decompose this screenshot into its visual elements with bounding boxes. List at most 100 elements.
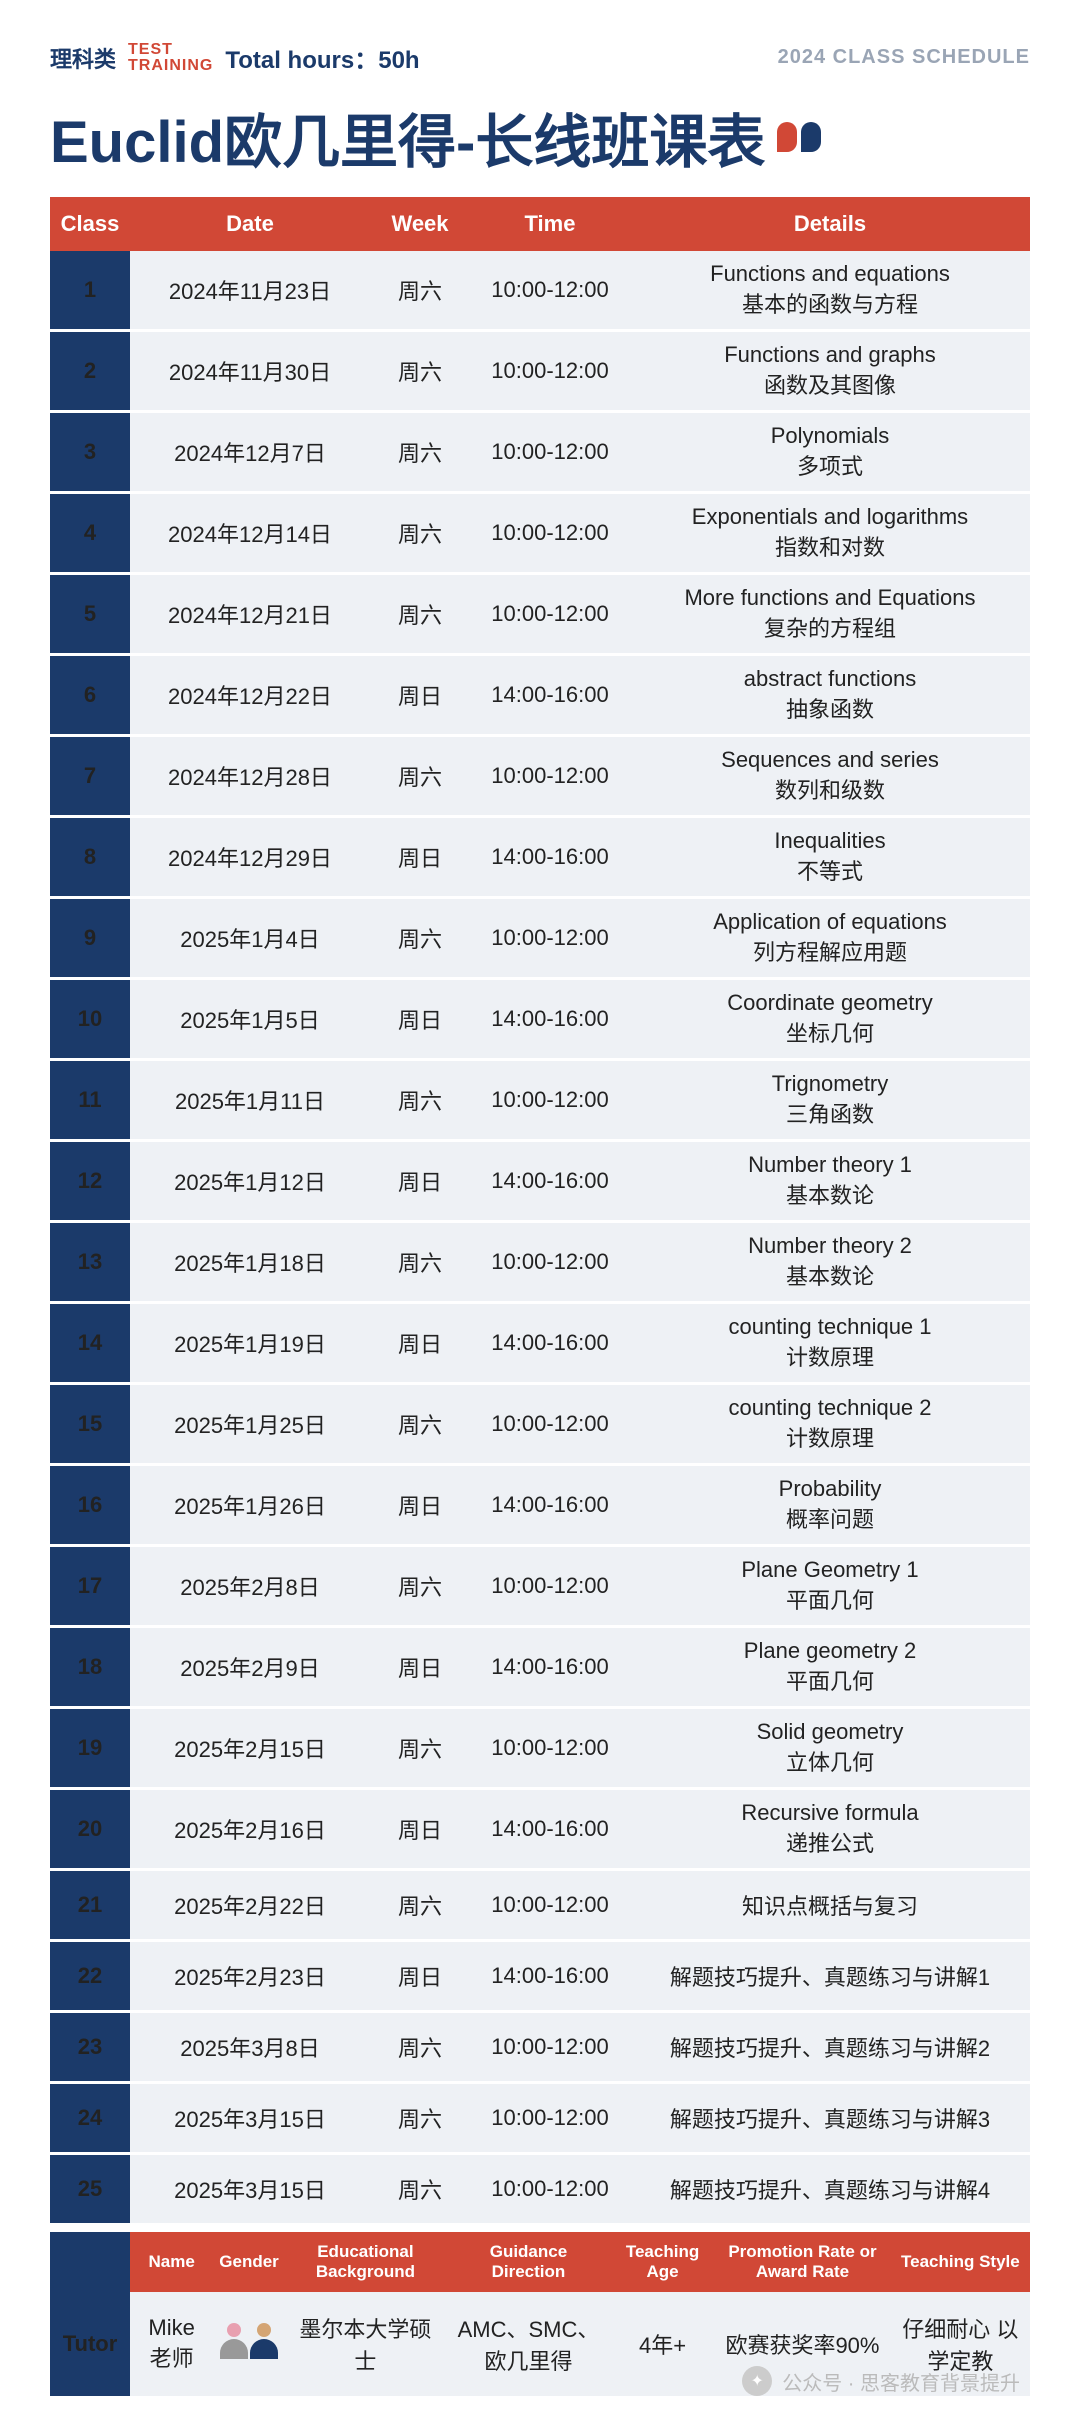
- cell-week: 周六: [370, 1708, 470, 1789]
- cell-week: 周日: [370, 1941, 470, 2012]
- watermark: ✦ 公众号 · 思客教育背景提升: [742, 2366, 1020, 2396]
- tutor-age: 4年+: [611, 2292, 714, 2396]
- table-row: 4 2024年12月14日 周六 10:00-12:00 Exponential…: [50, 493, 1030, 574]
- table-row: 13 2025年1月18日 周六 10:00-12:00 Number theo…: [50, 1222, 1030, 1303]
- cell-week: 周六: [370, 574, 470, 655]
- cell-date: 2025年1月25日: [130, 1384, 370, 1465]
- cell-date: 2024年12月22日: [130, 655, 370, 736]
- category-label: 理科类: [50, 42, 116, 74]
- cell-week: 周六: [370, 251, 470, 331]
- cell-details: Plane Geometry 1平面几何: [630, 1546, 1030, 1627]
- tcol-gender: Gender: [213, 2232, 285, 2292]
- cell-week: 周六: [370, 898, 470, 979]
- cell-details: 解题技巧提升、真题练习与讲解1: [630, 1941, 1030, 2012]
- cell-date: 2025年1月12日: [130, 1141, 370, 1222]
- table-row: 8 2024年12月29日 周日 14:00-16:00 Inequalitie…: [50, 817, 1030, 898]
- cell-time: 14:00-16:00: [470, 1303, 630, 1384]
- wechat-icon: ✦: [742, 2366, 772, 2396]
- cell-date: 2025年2月8日: [130, 1546, 370, 1627]
- table-row: 22 2025年2月23日 周日 14:00-16:00 解题技巧提升、真题练习…: [50, 1941, 1030, 2012]
- cell-date: 2025年2月16日: [130, 1789, 370, 1870]
- table-row: 18 2025年2月9日 周日 14:00-16:00 Plane geomet…: [50, 1627, 1030, 1708]
- total-hours: Total hours：50h: [225, 40, 419, 75]
- cell-date: 2025年2月23日: [130, 1941, 370, 2012]
- cell-date: 2024年12月14日: [130, 493, 370, 574]
- cell-week: 周六: [370, 2083, 470, 2154]
- cell-class-num: 23: [50, 2012, 130, 2083]
- table-row: 23 2025年3月8日 周六 10:00-12:00 解题技巧提升、真题练习与…: [50, 2012, 1030, 2083]
- cell-time: 10:00-12:00: [470, 331, 630, 412]
- table-row: 9 2025年1月4日 周六 10:00-12:00 Application o…: [50, 898, 1030, 979]
- cell-week: 周六: [370, 1870, 470, 1941]
- cell-class-num: 11: [50, 1060, 130, 1141]
- cell-time: 10:00-12:00: [470, 1546, 630, 1627]
- top-bar: 理科类 TESTTRAINING Total hours：50h 2024 CL…: [50, 40, 1030, 75]
- cell-date: 2025年3月15日: [130, 2083, 370, 2154]
- schedule-table: Class Date Week Time Details 1 2024年11月2…: [50, 197, 1030, 2226]
- cell-week: 周六: [370, 2154, 470, 2225]
- cell-date: 2025年1月26日: [130, 1465, 370, 1546]
- cell-time: 10:00-12:00: [470, 1222, 630, 1303]
- cell-details: 解题技巧提升、真题练习与讲解4: [630, 2154, 1030, 2225]
- cell-date: 2024年12月7日: [130, 412, 370, 493]
- cell-details: Inequalities不等式: [630, 817, 1030, 898]
- quote-icon: [777, 122, 821, 152]
- avatar-icon: [220, 2323, 278, 2359]
- cell-time: 10:00-12:00: [470, 1384, 630, 1465]
- test-training-badge: TESTTRAINING: [128, 42, 213, 74]
- cell-details: Probability概率问题: [630, 1465, 1030, 1546]
- cell-week: 周日: [370, 1141, 470, 1222]
- cell-class-num: 17: [50, 1546, 130, 1627]
- cell-details: Number theory 1基本数论: [630, 1141, 1030, 1222]
- table-row: 16 2025年1月26日 周日 14:00-16:00 Probability…: [50, 1465, 1030, 1546]
- col-class: Class: [50, 197, 130, 251]
- cell-time: 10:00-12:00: [470, 574, 630, 655]
- table-row: 17 2025年2月8日 周六 10:00-12:00 Plane Geomet…: [50, 1546, 1030, 1627]
- cell-class-num: 16: [50, 1465, 130, 1546]
- cell-date: 2025年2月15日: [130, 1708, 370, 1789]
- cell-details: Exponentials and logarithms指数和对数: [630, 493, 1030, 574]
- cell-date: 2025年2月22日: [130, 1870, 370, 1941]
- table-row: 1 2024年11月23日 周六 10:00-12:00 Functions a…: [50, 251, 1030, 331]
- schedule-year-label: 2024 CLASS SCHEDULE: [778, 46, 1030, 69]
- cell-class-num: 9: [50, 898, 130, 979]
- cell-details: 知识点概括与复习: [630, 1870, 1030, 1941]
- cell-class-num: 15: [50, 1384, 130, 1465]
- cell-date: 2024年12月21日: [130, 574, 370, 655]
- table-row: 25 2025年3月15日 周六 10:00-12:00 解题技巧提升、真题练习…: [50, 2154, 1030, 2225]
- cell-class-num: 2: [50, 331, 130, 412]
- cell-details: Solid geometry立体几何: [630, 1708, 1030, 1789]
- cell-details: 解题技巧提升、真题练习与讲解2: [630, 2012, 1030, 2083]
- table-row: 11 2025年1月11日 周六 10:00-12:00 Trignometry…: [50, 1060, 1030, 1141]
- cell-details: Application of equations列方程解应用题: [630, 898, 1030, 979]
- cell-time: 10:00-12:00: [470, 1060, 630, 1141]
- cell-class-num: 7: [50, 736, 130, 817]
- cell-details: counting technique 1计数原理: [630, 1303, 1030, 1384]
- cell-class-num: 13: [50, 1222, 130, 1303]
- cell-week: 周日: [370, 1303, 470, 1384]
- cell-date: 2025年3月8日: [130, 2012, 370, 2083]
- cell-time: 10:00-12:00: [470, 2012, 630, 2083]
- cell-week: 周六: [370, 736, 470, 817]
- cell-class-num: 20: [50, 1789, 130, 1870]
- cell-week: 周六: [370, 1222, 470, 1303]
- cell-class-num: 10: [50, 979, 130, 1060]
- cell-details: Number theory 2基本数论: [630, 1222, 1030, 1303]
- table-row: 12 2025年1月12日 周日 14:00-16:00 Number theo…: [50, 1141, 1030, 1222]
- cell-class-num: 19: [50, 1708, 130, 1789]
- cell-week: 周六: [370, 1384, 470, 1465]
- cell-class-num: 22: [50, 1941, 130, 2012]
- cell-class-num: 5: [50, 574, 130, 655]
- cell-class-num: 6: [50, 655, 130, 736]
- cell-week: 周日: [370, 1627, 470, 1708]
- cell-class-num: 12: [50, 1141, 130, 1222]
- cell-time: 10:00-12:00: [470, 1708, 630, 1789]
- cell-class-num: 14: [50, 1303, 130, 1384]
- cell-time: 14:00-16:00: [470, 1627, 630, 1708]
- cell-week: 周六: [370, 493, 470, 574]
- table-row: 24 2025年3月15日 周六 10:00-12:00 解题技巧提升、真题练习…: [50, 2083, 1030, 2154]
- cell-time: 14:00-16:00: [470, 1465, 630, 1546]
- cell-date: 2024年11月30日: [130, 331, 370, 412]
- cell-time: 10:00-12:00: [470, 251, 630, 331]
- cell-week: 周日: [370, 655, 470, 736]
